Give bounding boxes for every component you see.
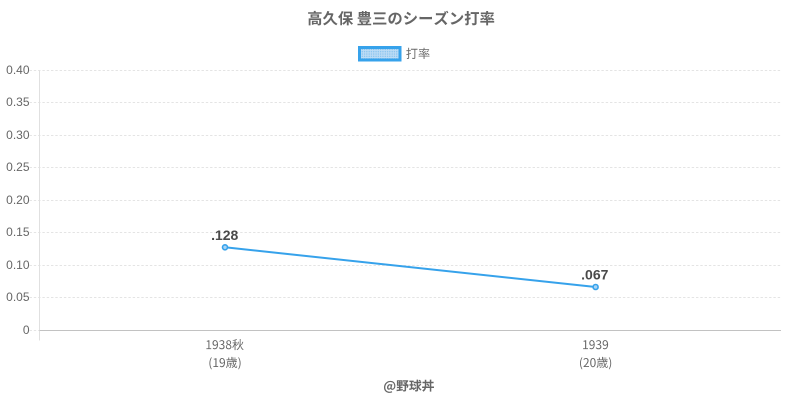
svg-text:0.20: 0.20 xyxy=(6,193,30,207)
svg-text:0.10: 0.10 xyxy=(6,258,30,272)
svg-text:.067: .067 xyxy=(581,266,608,282)
svg-text:0.15: 0.15 xyxy=(6,225,30,239)
svg-text:0.30: 0.30 xyxy=(6,128,30,142)
svg-text:.128: .128 xyxy=(211,227,238,243)
svg-text:0.25: 0.25 xyxy=(6,160,30,174)
svg-text:0.40: 0.40 xyxy=(6,63,30,77)
svg-text:0: 0 xyxy=(23,323,30,337)
svg-text:0.05: 0.05 xyxy=(6,290,30,304)
svg-text:0.35: 0.35 xyxy=(6,95,30,109)
